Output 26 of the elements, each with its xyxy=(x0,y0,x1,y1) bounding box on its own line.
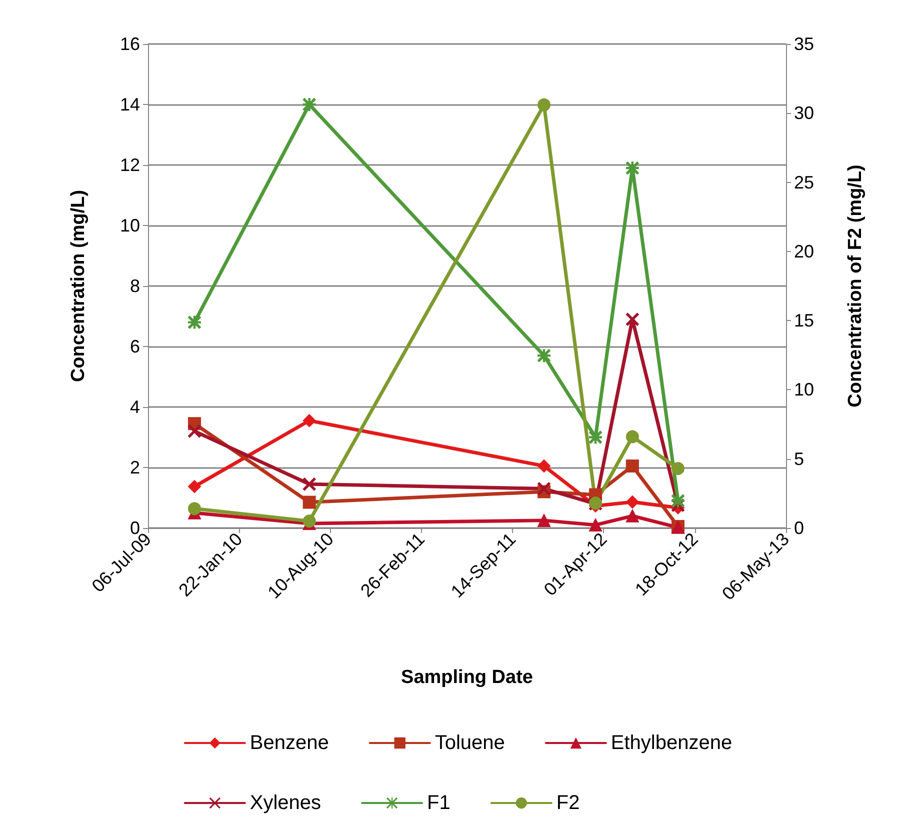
y-tick-label: 8 xyxy=(130,276,140,296)
legend-label: Benzene xyxy=(250,732,329,754)
x-axis-title: Sampling Date xyxy=(401,667,533,688)
y2-tick-label: 5 xyxy=(794,448,804,469)
y-tick-label: 4 xyxy=(130,397,140,417)
y-tick-label: 10 xyxy=(120,216,140,236)
legend-label: Xylenes xyxy=(250,792,322,814)
y-tick-label: 6 xyxy=(130,336,140,356)
y2-tick-label: 25 xyxy=(794,172,814,192)
y-tick-label: 2 xyxy=(130,458,140,478)
legend-label: F2 xyxy=(556,792,580,814)
y-tick-label: 12 xyxy=(120,155,140,175)
y2-tick-label: 0 xyxy=(794,518,804,538)
legend-label: F1 xyxy=(427,792,450,814)
y2-tick-label: 35 xyxy=(794,34,814,54)
y-tick-label: 0 xyxy=(130,518,140,538)
y2-axis-title: Concentration of F2 (mg/L) xyxy=(845,164,866,408)
y2-tick-label: 30 xyxy=(794,103,814,124)
legend-label: Ethylbenzene xyxy=(610,732,732,754)
y-axis-title: Concentration (mg/L) xyxy=(68,190,89,382)
legend-label: Toluene xyxy=(434,732,505,754)
y-tick-label: 14 xyxy=(120,94,140,114)
y2-tick-label: 20 xyxy=(794,241,814,262)
y2-tick-label: 10 xyxy=(794,380,814,400)
y2-tick-label: 15 xyxy=(794,310,814,331)
y-tick-label: 16 xyxy=(120,34,140,54)
